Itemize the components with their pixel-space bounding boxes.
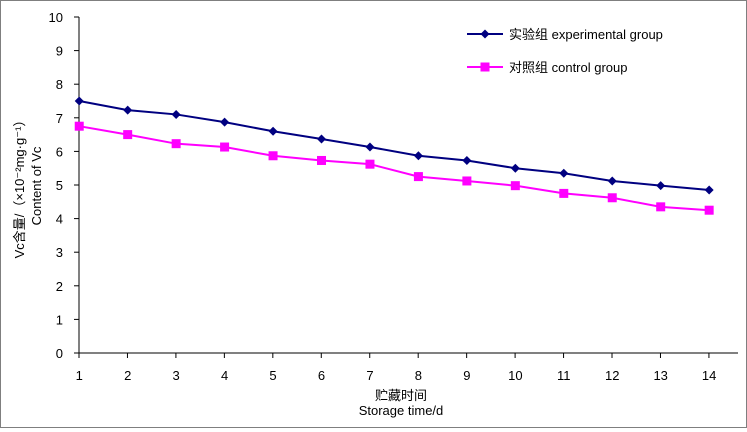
data-point bbox=[704, 205, 714, 215]
data-point bbox=[317, 155, 327, 165]
series-line bbox=[79, 125, 710, 212]
y-tick-label: 0 bbox=[56, 346, 63, 361]
x-axis-label-cn: 贮藏时间 bbox=[375, 388, 427, 403]
y-tick-label: 10 bbox=[49, 10, 63, 25]
legend-marker bbox=[480, 29, 490, 39]
data-point bbox=[510, 163, 520, 173]
legend-entry: 对照组 control group bbox=[467, 60, 628, 75]
data-point bbox=[171, 109, 181, 119]
series-experimental-group bbox=[74, 96, 714, 195]
x-tick-label: 9 bbox=[463, 368, 470, 383]
data-point bbox=[365, 142, 375, 152]
y-tick-label: 2 bbox=[56, 279, 63, 294]
x-tick-label: 3 bbox=[173, 368, 180, 383]
data-point bbox=[559, 168, 569, 178]
data-point bbox=[704, 185, 714, 195]
data-point bbox=[268, 151, 278, 161]
data-point bbox=[607, 176, 617, 186]
x-tick-label: 5 bbox=[269, 368, 276, 383]
series-line bbox=[79, 100, 710, 192]
data-point bbox=[413, 151, 423, 161]
data-point bbox=[462, 176, 472, 186]
series-control-group bbox=[74, 121, 714, 215]
y-tick-label: 9 bbox=[56, 44, 63, 59]
x-tick-label: 1 bbox=[76, 368, 83, 383]
data-point bbox=[607, 193, 617, 203]
x-axis-label-en: Storage time/d bbox=[359, 403, 444, 418]
y-axis-label-en: Content of Vc bbox=[29, 146, 44, 225]
x-tick-label: 7 bbox=[366, 368, 373, 383]
data-point bbox=[220, 117, 230, 127]
data-point bbox=[462, 155, 472, 165]
legend-marker bbox=[480, 62, 490, 72]
data-point bbox=[510, 181, 520, 191]
data-point bbox=[220, 142, 230, 152]
data-point bbox=[559, 188, 569, 198]
x-tick-label: 14 bbox=[702, 368, 716, 383]
y-tick-label: 6 bbox=[56, 144, 63, 159]
x-tick-label: 8 bbox=[415, 368, 422, 383]
x-tick-label: 2 bbox=[124, 368, 131, 383]
y-tick-label: 8 bbox=[56, 77, 63, 92]
data-point bbox=[656, 202, 666, 212]
data-point bbox=[123, 105, 133, 115]
x-tick-label: 4 bbox=[221, 368, 228, 383]
data-point bbox=[413, 172, 423, 182]
legend-label: 对照组 control group bbox=[509, 60, 628, 75]
data-point bbox=[171, 139, 181, 149]
y-axis-label-cn: Vc含量/（×10⁻²mg·g⁻¹） bbox=[12, 114, 27, 259]
x-tick-label: 12 bbox=[605, 368, 619, 383]
x-tick-label: 10 bbox=[508, 368, 522, 383]
data-point bbox=[74, 96, 84, 106]
y-tick-label: 1 bbox=[56, 312, 63, 327]
y-tick-label: 7 bbox=[56, 111, 63, 126]
legend-entry: 实验组 experimental group bbox=[467, 27, 663, 42]
data-point bbox=[656, 181, 666, 191]
x-tick-label: 11 bbox=[557, 368, 571, 383]
y-tick-label: 4 bbox=[56, 212, 63, 227]
data-point bbox=[268, 126, 278, 136]
data-point bbox=[74, 121, 84, 131]
data-point bbox=[317, 134, 327, 144]
data-point bbox=[123, 130, 133, 140]
x-tick-label: 13 bbox=[653, 368, 667, 383]
y-tick-label: 3 bbox=[56, 245, 63, 260]
legend-label: 实验组 experimental group bbox=[509, 27, 663, 42]
y-tick-label: 5 bbox=[56, 178, 63, 193]
data-point bbox=[365, 159, 375, 169]
x-tick-label: 6 bbox=[318, 368, 325, 383]
